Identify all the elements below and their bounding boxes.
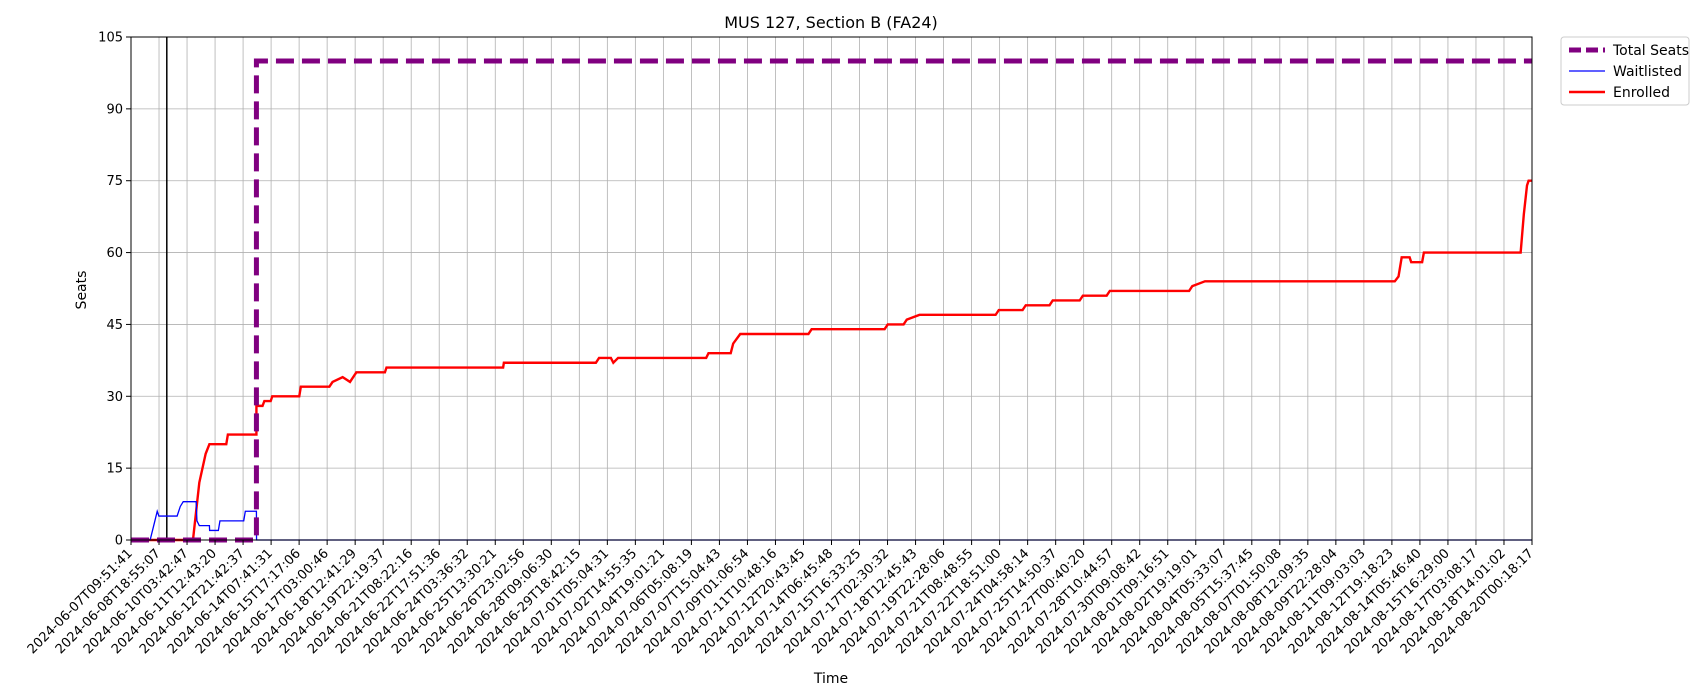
y-tick-label: 105 bbox=[98, 31, 123, 46]
y-tick-label: 60 bbox=[106, 246, 123, 261]
y-tick-label: 75 bbox=[106, 174, 123, 189]
tick-labels: 01530456075901052024-06-07T09:51:412024-… bbox=[25, 31, 1537, 658]
y-tick-label: 15 bbox=[106, 462, 123, 477]
legend-label: Total Seats bbox=[1612, 43, 1689, 59]
x-axis-label: Time bbox=[813, 671, 848, 687]
chart-title: MUS 127, Section B (FA24) bbox=[724, 13, 938, 32]
y-tick-label: 30 bbox=[106, 390, 123, 405]
legend-box bbox=[1560, 36, 1690, 106]
y-tick-label: 90 bbox=[106, 102, 123, 117]
grid-lines bbox=[130, 36, 1533, 541]
series-enrolled bbox=[131, 179, 1532, 542]
legend: Total Seats Waitlisted Enrolled bbox=[1560, 36, 1690, 106]
series-waitlisted bbox=[131, 501, 1532, 541]
y-tick-label: 45 bbox=[106, 318, 123, 333]
legend-label: Enrolled bbox=[1613, 85, 1670, 101]
y-tick-label: 0 bbox=[115, 534, 123, 549]
legend-label: Waitlisted bbox=[1613, 64, 1682, 80]
y-axis-label: Seats bbox=[74, 271, 90, 310]
